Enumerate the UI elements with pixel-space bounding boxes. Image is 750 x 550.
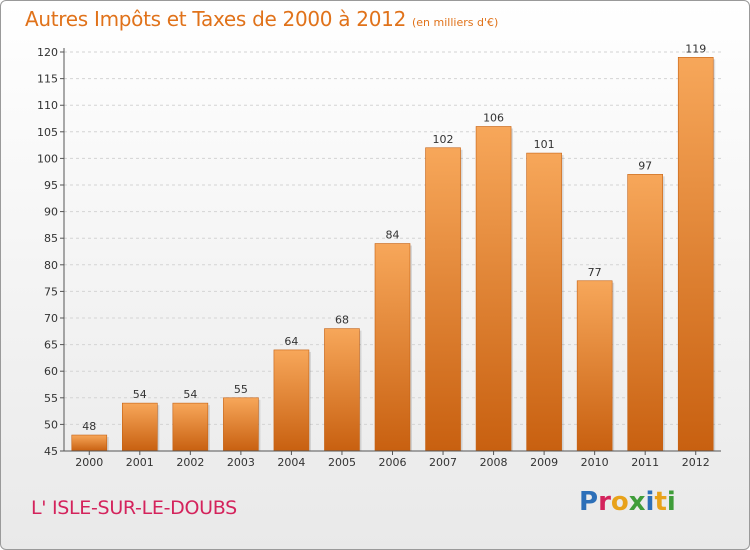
y-tick-label: 80 [44,259,58,272]
location-name: L' ISLE-SUR-LE-DOUBS [31,497,237,519]
bar [324,328,360,452]
bar-value-label: 84 [386,229,400,242]
bar [223,397,259,452]
x-tick-label: 2002 [176,456,204,469]
bar-value-label: 68 [335,314,349,327]
y-tick-label: 60 [44,365,58,378]
y-tick-label: 85 [44,232,58,245]
bar-value-label: 64 [284,335,298,348]
x-tick-label: 2010 [581,456,609,469]
bar [71,434,108,452]
y-tick-label: 110 [37,99,58,112]
x-tick-label: 2004 [277,456,305,469]
bar [122,402,158,452]
bar [273,349,310,452]
bar-value-label: 48 [82,420,96,433]
bar [526,152,562,452]
x-tick-label: 2000 [75,456,103,469]
y-tick-label: 70 [44,312,58,325]
bar-value-label: 54 [183,388,197,401]
x-tick-label: 2012 [682,456,710,469]
y-tick-label: 115 [37,73,58,86]
bar-value-label: 97 [638,159,652,172]
logo-letter: t [654,487,667,517]
x-tick-label: 2011 [631,456,659,469]
x-tick-label: 2001 [126,456,154,469]
bar [627,174,663,452]
y-tick-label: 90 [44,206,58,219]
bar-value-label: 54 [133,388,147,401]
bar [172,402,209,452]
bar-value-label: 55 [234,383,248,396]
x-tick-label: 2007 [429,456,457,469]
logo-letter: i [645,487,655,517]
y-tick-label: 100 [37,152,58,165]
y-tick-label: 45 [44,445,58,458]
bar [374,243,411,452]
y-tick-label: 105 [37,126,58,139]
x-tick-label: 2006 [379,456,407,469]
bar [677,57,714,452]
bar [425,147,461,452]
y-tick-label: 75 [44,285,58,298]
logo-letter: i [666,487,676,517]
y-tick-label: 120 [37,46,58,59]
bar [475,126,512,452]
x-tick-label: 2003 [227,456,255,469]
bars: 48 54 54 55 64 68 84 102 106 101 77 97 119 [71,42,716,452]
logo-letter: x [628,487,646,517]
chart-title: Autres Impôts et Taxes de 2000 à 2012 (en… [25,7,498,31]
bar-value-label: 106 [483,111,504,124]
bar-value-label: 101 [534,138,555,151]
x-tick-label: 2005 [328,456,356,469]
logo-letter: r [598,487,611,517]
x-tick-label: 2009 [530,456,558,469]
chart-title-text: Autres Impôts et Taxes de 2000 à 2012 [25,7,406,31]
bar-value-label: 77 [588,266,602,279]
logo-letter: o [610,487,629,517]
x-axis: 2000 2001 2002 2003 2004 2005 2006 2007 2008 2009… [63,48,721,469]
y-tick-label: 50 [44,418,58,431]
bar-value-label: 119 [685,42,706,55]
logo-letter: P [579,487,599,517]
bar-value-label: 102 [433,133,454,146]
y-tick-label: 65 [44,339,58,352]
y-axis-ticks: 45 50 55 60 65 70 75 80 85 90 95 100 105 110 115 120 [37,46,64,458]
y-tick-label: 95 [44,179,58,192]
y-tick-label: 55 [44,392,58,405]
bar [576,280,613,452]
chart-subtitle: (en milliers d'€) [412,16,499,29]
x-tick-label: 2008 [480,456,508,469]
proxiti-logo: Proxiti [579,487,676,517]
